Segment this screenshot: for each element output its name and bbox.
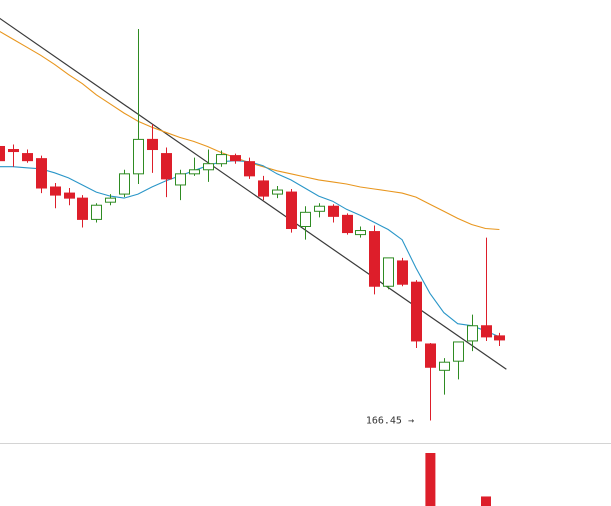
candle-body: [467, 325, 478, 342]
annotation-layer: 166.45 →: [366, 415, 414, 426]
candle: [91, 203, 102, 223]
candle-body: [397, 260, 408, 285]
candle: [8, 144, 19, 167]
candle: [453, 341, 464, 380]
candle: [481, 237, 492, 341]
candle-body: [230, 155, 241, 162]
short-moving-average-layer: [0, 160, 500, 338]
candle: [0, 145, 5, 162]
candle: [272, 185, 283, 199]
candle: [203, 149, 214, 182]
long-moving-average-layer: [0, 30, 500, 231]
candle: [314, 203, 325, 218]
candle: [77, 195, 88, 228]
candle: [300, 206, 311, 240]
candle-body: [300, 211, 311, 227]
candle-body: [286, 191, 297, 230]
candle: [50, 182, 61, 209]
candle-body: [203, 163, 214, 171]
candle-body: [22, 153, 33, 162]
candle-body: [36, 158, 47, 189]
candle-body: [314, 205, 325, 212]
candle: [286, 189, 297, 233]
trendline-layer: [0, 17, 507, 370]
candle-body: [481, 325, 492, 338]
long-moving-average-line: [0, 30, 500, 231]
candle: [147, 124, 158, 173]
candle: [64, 188, 75, 206]
candle: [467, 314, 478, 352]
candle: [36, 155, 47, 194]
candle-body: [216, 154, 227, 165]
candle-body: [8, 149, 19, 153]
candle: [189, 157, 200, 176]
candle-body: [272, 189, 283, 195]
candle: [494, 332, 505, 347]
candle: [175, 169, 186, 201]
candle-body: [133, 138, 144, 175]
candle-body: [147, 138, 158, 151]
min-low-label: 166.45 →: [366, 415, 414, 426]
candle-body: [328, 205, 339, 217]
candle-body: [105, 197, 116, 203]
candle: [369, 225, 380, 295]
candle: [216, 150, 227, 167]
candle-body: [439, 361, 450, 371]
candle-body: [258, 180, 269, 197]
candle-body: [119, 173, 130, 195]
candle-body: [50, 186, 61, 196]
candle: [258, 175, 269, 201]
candle-body: [175, 173, 186, 186]
candle: [383, 257, 394, 290]
candle-body: [91, 204, 102, 220]
candle: [105, 194, 116, 206]
candle: [119, 169, 130, 198]
volume-bar: [481, 496, 491, 506]
candle: [425, 342, 436, 421]
candle: [244, 157, 255, 179]
trendline: [0, 17, 507, 370]
volume-layer: [425, 453, 491, 506]
candle-body: [161, 153, 172, 180]
candle: [342, 213, 353, 235]
candle: [439, 358, 450, 395]
candle-body: [64, 192, 75, 199]
candle: [161, 147, 172, 198]
candles-layer: [0, 29, 505, 421]
candle-body: [369, 231, 380, 287]
candle-body: [494, 335, 505, 341]
candle: [328, 204, 339, 223]
candle: [22, 149, 33, 163]
candle-body: [189, 169, 200, 175]
candle: [230, 153, 241, 164]
candle-body: [453, 341, 464, 362]
candle: [133, 29, 144, 184]
short-moving-average-line: [0, 160, 500, 338]
candle-body: [355, 230, 366, 236]
candle-body: [425, 343, 436, 368]
candle: [355, 226, 366, 238]
candle: [411, 280, 422, 349]
candle-body: [244, 161, 255, 177]
candle-body: [383, 257, 394, 287]
candle-body: [342, 214, 353, 234]
candle-body: [411, 281, 422, 342]
candle: [397, 257, 408, 287]
volume-bar: [425, 453, 436, 506]
candle-body: [77, 197, 88, 220]
candle-body: [0, 145, 5, 162]
